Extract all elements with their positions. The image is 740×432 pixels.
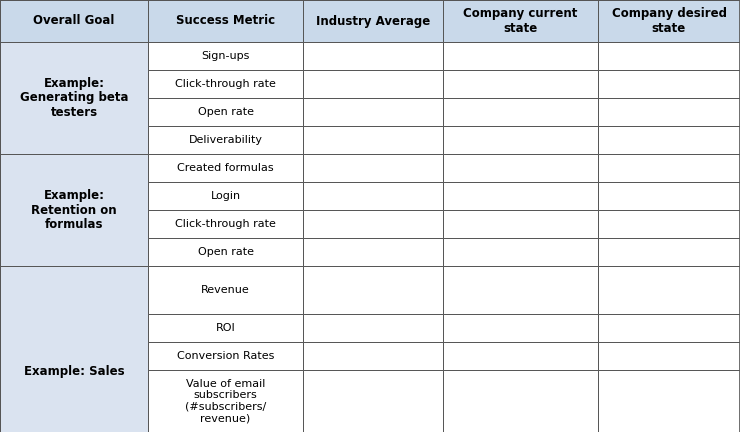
Bar (443, 98, 598, 126)
Text: Open rate: Open rate (198, 247, 254, 257)
Bar (443, 154, 598, 182)
Bar (148, 98, 303, 126)
Bar (148, 238, 303, 266)
Bar (598, 238, 740, 266)
Text: Revenue: Revenue (201, 285, 250, 295)
Text: Company desired
state: Company desired state (611, 7, 727, 35)
Bar (443, 210, 598, 238)
Text: Sign-ups: Sign-ups (201, 51, 249, 61)
Text: Click-through rate: Click-through rate (175, 79, 276, 89)
Bar (598, 70, 740, 98)
Bar (148, 42, 303, 70)
Bar (598, 98, 740, 126)
Bar (148, 342, 303, 370)
Bar (0, 154, 148, 266)
Bar (598, 342, 740, 370)
Bar (443, 266, 598, 314)
Bar (148, 126, 303, 154)
Bar (303, 0, 443, 42)
Bar (0, 266, 148, 432)
Bar (303, 70, 443, 98)
Text: Company current
state: Company current state (463, 7, 578, 35)
Bar (443, 126, 598, 154)
Text: ROI: ROI (215, 323, 235, 333)
Bar (598, 126, 740, 154)
Bar (148, 0, 303, 42)
Bar (303, 210, 443, 238)
Bar (598, 266, 740, 314)
Bar (598, 182, 740, 210)
Bar (303, 314, 443, 342)
Bar (148, 370, 303, 432)
Text: Industry Average: Industry Average (316, 15, 430, 28)
Bar (303, 342, 443, 370)
Bar (443, 70, 598, 98)
Bar (148, 182, 303, 210)
Bar (443, 182, 598, 210)
Text: Overall Goal: Overall Goal (33, 15, 115, 28)
Text: Example:
Retention on
formulas: Example: Retention on formulas (31, 188, 117, 232)
Bar (443, 0, 598, 42)
Bar (598, 154, 740, 182)
Bar (443, 314, 598, 342)
Bar (443, 370, 598, 432)
Text: Value of email
subscribers
(#subscribers/
revenue): Value of email subscribers (#subscribers… (185, 378, 266, 423)
Bar (443, 42, 598, 70)
Bar (0, 0, 148, 42)
Bar (148, 314, 303, 342)
Text: Login: Login (210, 191, 240, 201)
Text: Conversion Rates: Conversion Rates (177, 351, 275, 361)
Bar (598, 314, 740, 342)
Text: Deliverability: Deliverability (189, 135, 263, 145)
Bar (303, 98, 443, 126)
Text: Example: Sales: Example: Sales (24, 365, 124, 378)
Bar (303, 238, 443, 266)
Bar (0, 42, 148, 154)
Bar (598, 0, 740, 42)
Bar (148, 210, 303, 238)
Text: Example:
Generating beta
testers: Example: Generating beta testers (20, 76, 128, 120)
Text: Created formulas: Created formulas (177, 163, 274, 173)
Bar (598, 42, 740, 70)
Bar (303, 126, 443, 154)
Text: Open rate: Open rate (198, 107, 254, 117)
Bar (148, 154, 303, 182)
Text: Success Metric: Success Metric (176, 15, 275, 28)
Bar (303, 42, 443, 70)
Bar (303, 266, 443, 314)
Text: Click-through rate: Click-through rate (175, 219, 276, 229)
Bar (148, 266, 303, 314)
Bar (443, 238, 598, 266)
Bar (148, 70, 303, 98)
Bar (443, 342, 598, 370)
Bar (303, 370, 443, 432)
Bar (303, 154, 443, 182)
Bar (303, 182, 443, 210)
Bar (598, 370, 740, 432)
Bar (598, 210, 740, 238)
